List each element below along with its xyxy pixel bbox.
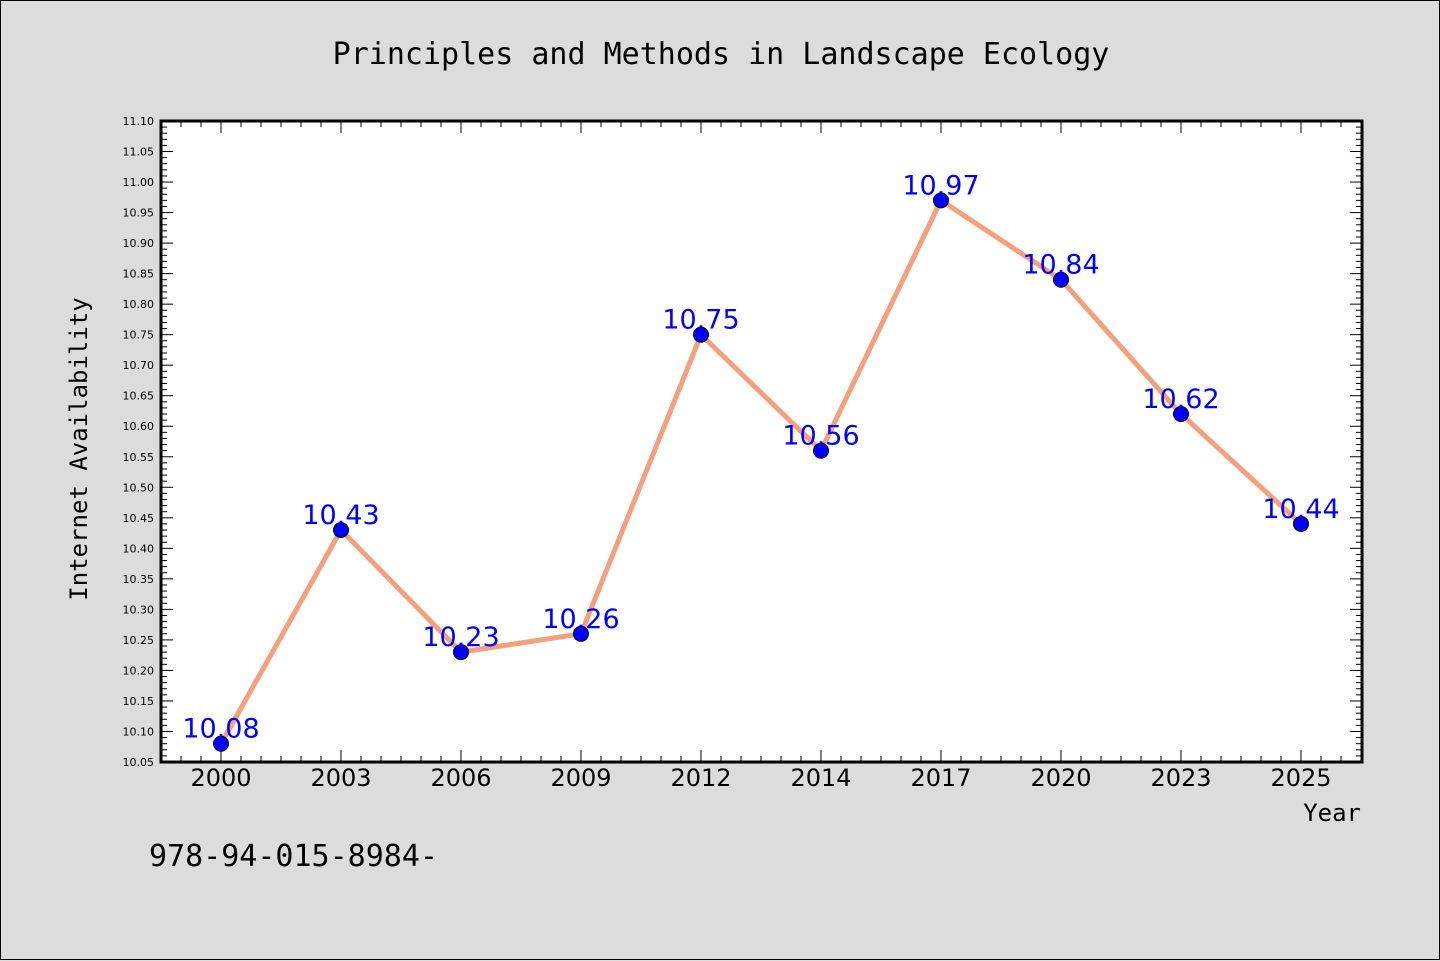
series-line [218,197,1304,747]
data-label: 10.75 [662,305,739,336]
data-label: 10.84 [1022,250,1099,281]
y-tick-label: 10.15 [123,695,155,708]
x-tick-label: 2003 [310,764,371,792]
x-tick-label: 2014 [790,764,851,792]
data-point [693,326,709,343]
data-point [1173,406,1189,423]
y-tick-label: 10.55 [123,451,155,464]
y-tick-label: 10.65 [123,390,155,403]
data-label: 10.56 [782,421,859,452]
data-label: 10.43 [302,500,379,531]
y-tick-label: 10.35 [123,573,155,586]
footnote: 978-94-015-8984- [149,839,438,874]
y-axis: 10.05 10.10 10.15 10.20 10.25 10.30 10.35 10.40… [123,115,1362,769]
data-point [573,625,589,642]
x-axis: 2000 2003 2006 2009 2012 2014 2017 2020 2023 2025 [180,121,1362,792]
data-label: 10.08 [182,714,259,745]
y-tick-label: 11.10 [123,115,155,128]
data-label: 10.62 [1142,384,1219,415]
y-tick-label: 10.40 [123,542,155,555]
x-tick-label: 2025 [1270,764,1331,792]
series-layer: 10.08 10.43 10.23 10.26 10.75 10.56 10.97 10.84… [182,170,1340,752]
y-tick-label: 10.10 [123,725,155,738]
y-tick-label: 10.70 [123,359,155,372]
x-tick-label: 2023 [1150,764,1211,792]
y-tick-label: 11.00 [123,176,155,189]
x-tick-label: 2009 [550,764,611,792]
x-tick-label: 2012 [670,764,731,792]
y-tick-label: 10.80 [123,298,155,311]
y-tick-label: 10.50 [123,481,155,494]
y-tick-label: 10.45 [123,512,155,525]
y-tick-label: 10.05 [123,756,155,769]
data-point [933,192,949,209]
data-point [1053,271,1069,288]
y-tick-label: 10.20 [123,664,155,677]
data-label: 10.44 [1262,494,1339,525]
data-label: 10.97 [902,170,979,201]
y-tick-label: 11.05 [123,146,155,159]
x-tick-label: 2017 [910,764,971,792]
data-point [813,442,829,459]
data-point [453,644,469,661]
chart-title: Principles and Methods in Landscape Ecol… [333,37,1110,72]
y-tick-label: 10.85 [123,268,155,281]
data-point [1293,515,1309,532]
y-tick-label: 10.90 [123,237,155,250]
y-axis-title: Internet Availability [65,297,93,600]
data-label: 10.26 [542,604,619,635]
y-tick-label: 10.95 [123,207,155,220]
y-tick-label: 10.30 [123,603,155,616]
x-axis-title: Year [1303,799,1361,827]
data-label: 10.23 [422,622,499,653]
data-point [213,735,229,752]
plot-area [159,119,1364,764]
data-point [333,522,349,539]
x-tick-label: 2020 [1030,764,1091,792]
y-tick-label: 10.60 [123,420,155,433]
y-tick-label: 10.75 [123,329,155,342]
x-tick-label: 2006 [430,764,491,792]
y-tick-label: 10.25 [123,634,155,647]
x-tick-label: 2000 [190,764,251,792]
